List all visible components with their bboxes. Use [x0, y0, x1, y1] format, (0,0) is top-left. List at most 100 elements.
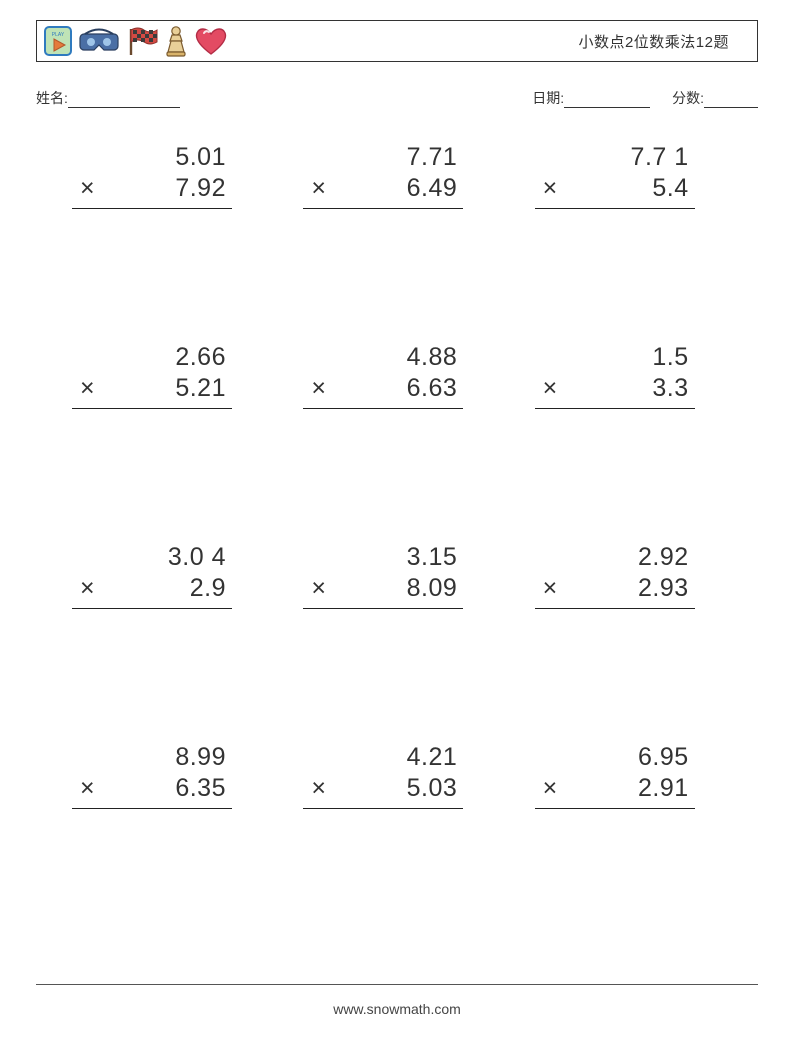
- problem: 2.66×5.21: [50, 338, 281, 538]
- multiplier: 6.63: [333, 373, 457, 404]
- problem: 6.95×2.91: [513, 738, 744, 938]
- multiplier: 6.49: [333, 173, 457, 204]
- name-blank[interactable]: [68, 92, 180, 108]
- score-label: 分数:: [672, 88, 704, 108]
- problem-rule: [303, 408, 463, 409]
- operator: ×: [311, 173, 333, 204]
- operator: ×: [311, 373, 333, 404]
- header-box: PLAY: [36, 20, 758, 62]
- multiplier: 6.35: [102, 773, 226, 804]
- multiplier-row: ×7.92: [72, 173, 232, 204]
- multiplier-row: ×2.9: [72, 573, 232, 604]
- multiplicand-row: 5.01: [72, 142, 232, 173]
- multiplier: 2.93: [565, 573, 689, 604]
- problem-rule: [72, 808, 232, 809]
- name-label: 姓名:: [36, 88, 68, 108]
- problem: 2.92×2.93: [513, 538, 744, 738]
- info-row: 姓名: 日期: 分数:: [36, 88, 758, 108]
- multiplicand: 6.95: [565, 742, 689, 773]
- multiplicand: 2.66: [102, 342, 226, 373]
- multiplicand-row: 8.99: [72, 742, 232, 773]
- multiplicand-row: 3.15: [303, 542, 463, 573]
- multiplier-row: ×2.91: [535, 773, 695, 804]
- operator: ×: [543, 373, 565, 404]
- chess-pawn-icon: [165, 24, 187, 58]
- operator: ×: [80, 573, 102, 604]
- problem-rule: [303, 608, 463, 609]
- problem: 3.15×8.09: [281, 538, 512, 738]
- multiplier-row: ×3.3: [535, 373, 695, 404]
- problems-grid: 5.01×7.927.71×6.497.7 1×5.42.66×5.214.88…: [36, 138, 758, 938]
- heart-icon: [193, 25, 229, 57]
- operator: ×: [80, 773, 102, 804]
- problem-rule: [72, 408, 232, 409]
- problem-rule: [303, 208, 463, 209]
- date-blank[interactable]: [564, 92, 650, 108]
- multiplicand-row: 7.7 1: [535, 142, 695, 173]
- multiplier-row: ×6.49: [303, 173, 463, 204]
- multiplier-row: ×5.03: [303, 773, 463, 804]
- multiplier-row: ×2.93: [535, 573, 695, 604]
- race-flag-icon: [125, 25, 159, 57]
- problem-rule: [72, 208, 232, 209]
- multiplier-row: ×8.09: [303, 573, 463, 604]
- problem-rule: [535, 408, 695, 409]
- operator: ×: [543, 573, 565, 604]
- vr-goggles-icon: [79, 25, 119, 57]
- multiplier: 2.9: [102, 573, 226, 604]
- problem: 7.7 1×5.4: [513, 138, 744, 338]
- problem-rule: [535, 208, 695, 209]
- multiplier: 5.03: [333, 773, 457, 804]
- problem-rule: [535, 608, 695, 609]
- multiplicand: 4.88: [333, 342, 457, 373]
- multiplicand-row: 1.5: [535, 342, 695, 373]
- problem: 7.71×6.49: [281, 138, 512, 338]
- multiplier: 2.91: [565, 773, 689, 804]
- operator: ×: [311, 773, 333, 804]
- problem: 1.5×3.3: [513, 338, 744, 538]
- multiplicand: 7.71: [333, 142, 457, 173]
- multiplicand-row: 4.88: [303, 342, 463, 373]
- header-icons: PLAY: [43, 24, 229, 58]
- problem-rule: [535, 808, 695, 809]
- problem-rule: [72, 608, 232, 609]
- name-field: 姓名:: [36, 88, 180, 108]
- operator: ×: [543, 173, 565, 204]
- multiplier: 5.21: [102, 373, 226, 404]
- problem-rule: [303, 808, 463, 809]
- multiplicand: 7.7 1: [565, 142, 689, 173]
- multiplier: 3.3: [565, 373, 689, 404]
- operator: ×: [311, 573, 333, 604]
- multiplicand: 3.15: [333, 542, 457, 573]
- multiplicand: 8.99: [102, 742, 226, 773]
- footer-rule: [36, 984, 758, 985]
- score-blank[interactable]: [704, 92, 758, 108]
- date-field: 日期:: [532, 88, 650, 108]
- svg-text:PLAY: PLAY: [52, 32, 65, 38]
- multiplier-row: ×6.63: [303, 373, 463, 404]
- problem: 3.0 4×2.9: [50, 538, 281, 738]
- problem: 4.21×5.03: [281, 738, 512, 938]
- multiplicand-row: 2.92: [535, 542, 695, 573]
- operator: ×: [543, 773, 565, 804]
- operator: ×: [80, 373, 102, 404]
- multiplicand-row: 3.0 4: [72, 542, 232, 573]
- worksheet-title: 小数点2位数乘法12题: [578, 31, 729, 52]
- problem: 5.01×7.92: [50, 138, 281, 338]
- multiplicand-row: 2.66: [72, 342, 232, 373]
- multiplier-row: ×5.21: [72, 373, 232, 404]
- multiplicand: 3.0 4: [102, 542, 226, 573]
- problem: 8.99×6.35: [50, 738, 281, 938]
- multiplier: 8.09: [333, 573, 457, 604]
- multiplier-row: ×6.35: [72, 773, 232, 804]
- multiplicand-row: 4.21: [303, 742, 463, 773]
- score-field: 分数:: [672, 88, 758, 108]
- problem: 4.88×6.63: [281, 338, 512, 538]
- multiplicand: 2.92: [565, 542, 689, 573]
- multiplier: 5.4: [565, 173, 689, 204]
- multiplicand-row: 6.95: [535, 742, 695, 773]
- multiplicand-row: 7.71: [303, 142, 463, 173]
- operator: ×: [80, 173, 102, 204]
- footer-url[interactable]: www.snowmath.com: [0, 1001, 794, 1017]
- multiplicand: 1.5: [565, 342, 689, 373]
